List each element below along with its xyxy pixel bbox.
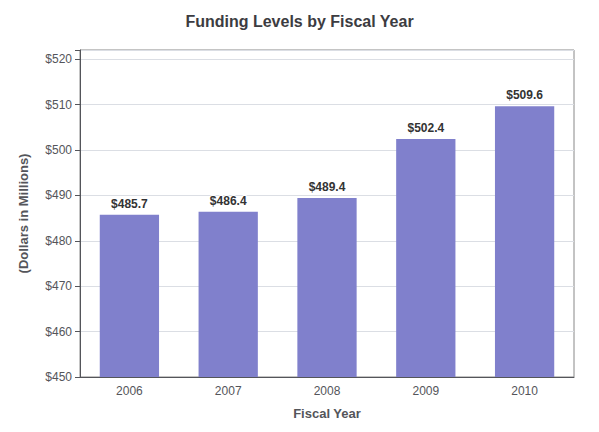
svg-text:$470: $470: [45, 279, 72, 293]
svg-text:2008: 2008: [314, 384, 341, 398]
svg-text:$520: $520: [45, 52, 72, 66]
svg-text:2010: 2010: [511, 384, 538, 398]
svg-text:Fiscal Year: Fiscal Year: [293, 406, 361, 421]
svg-text:$485.7: $485.7: [111, 197, 148, 211]
svg-text:$486.4: $486.4: [210, 194, 247, 208]
svg-text:$500: $500: [45, 143, 72, 157]
svg-text:$460: $460: [45, 325, 72, 339]
svg-text:$490: $490: [45, 188, 72, 202]
svg-text:$450: $450: [45, 370, 72, 384]
svg-text:2009: 2009: [412, 384, 439, 398]
svg-text:2007: 2007: [215, 384, 242, 398]
svg-text:$502.4: $502.4: [407, 121, 444, 135]
svg-text:$489.4: $489.4: [309, 180, 346, 194]
svg-text:$510: $510: [45, 98, 72, 112]
svg-text:(Dollars in Millions): (Dollars in Millions): [16, 154, 31, 274]
svg-text:$480: $480: [45, 234, 72, 248]
svg-text:$509.6: $509.6: [506, 88, 543, 102]
svg-text:2006: 2006: [116, 384, 143, 398]
svg-text:Funding Levels by Fiscal Year: Funding Levels by Fiscal Year: [185, 13, 413, 30]
